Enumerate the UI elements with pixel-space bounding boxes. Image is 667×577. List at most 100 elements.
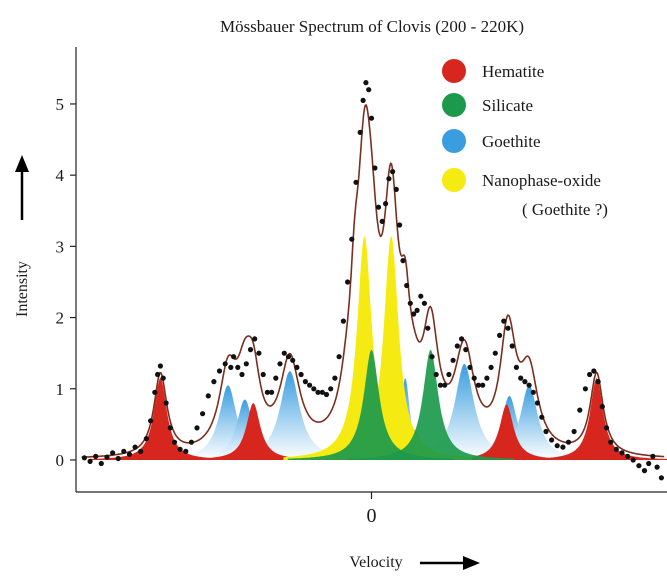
data-point bbox=[269, 389, 275, 395]
data-point bbox=[148, 418, 154, 424]
data-point bbox=[157, 363, 163, 369]
data-point bbox=[582, 386, 589, 392]
data-point bbox=[383, 201, 389, 207]
data-point bbox=[163, 400, 169, 406]
legend-swatch-nanophase-oxide bbox=[442, 168, 466, 192]
x-ticks: 0 bbox=[367, 492, 377, 527]
data-point bbox=[446, 371, 452, 378]
data-point bbox=[277, 361, 283, 367]
hematite-peak-1 bbox=[89, 378, 232, 460]
data-point bbox=[143, 436, 149, 442]
x-tick-label: 0 bbox=[367, 505, 377, 527]
data-point bbox=[368, 115, 375, 121]
legend-label: Nanophase-oxide bbox=[482, 171, 601, 190]
data-point bbox=[421, 300, 427, 306]
data-point bbox=[311, 386, 317, 392]
data-point bbox=[492, 350, 498, 356]
legend: Hematite Silicate Goethite Nanophase-oxide (… bbox=[442, 59, 608, 219]
data-point bbox=[152, 389, 158, 395]
data-point bbox=[307, 382, 313, 388]
data-point bbox=[200, 411, 206, 417]
data-point bbox=[418, 293, 424, 299]
data-points bbox=[81, 80, 665, 481]
legend-swatch-silicate bbox=[442, 93, 466, 117]
data-point bbox=[132, 444, 138, 450]
legend-swatch-goethite bbox=[442, 129, 466, 153]
data-point bbox=[534, 400, 541, 406]
data-point bbox=[654, 464, 660, 470]
data-point bbox=[565, 439, 572, 445]
data-point bbox=[591, 368, 597, 374]
data-point bbox=[630, 457, 636, 463]
data-point bbox=[404, 282, 410, 289]
data-point bbox=[247, 347, 254, 353]
data-point bbox=[475, 382, 481, 388]
data-point bbox=[429, 354, 435, 360]
data-point bbox=[577, 407, 583, 413]
nanophase-oxide-peak-1 bbox=[283, 235, 446, 460]
data-point bbox=[256, 350, 262, 356]
data-point bbox=[554, 443, 560, 449]
data-point bbox=[294, 364, 300, 370]
data-point bbox=[613, 446, 619, 452]
data-point bbox=[393, 186, 399, 192]
data-point bbox=[110, 450, 116, 456]
data-point bbox=[353, 179, 359, 185]
data-point bbox=[252, 336, 258, 342]
y-tick-label: 2 bbox=[56, 309, 65, 328]
data-point bbox=[375, 204, 382, 210]
legend-label: Hematite bbox=[482, 62, 544, 81]
y-tick-label: 4 bbox=[56, 166, 65, 185]
data-point bbox=[194, 425, 200, 431]
data-point bbox=[463, 347, 469, 353]
hematite-peak-5 bbox=[430, 404, 583, 460]
data-point bbox=[93, 453, 99, 459]
nanophase-oxide-peak-2 bbox=[310, 235, 473, 460]
data-point bbox=[222, 361, 228, 367]
data-point bbox=[171, 439, 178, 445]
data-point bbox=[526, 382, 532, 388]
data-point bbox=[228, 364, 234, 370]
data-point bbox=[87, 458, 93, 464]
component-areas bbox=[89, 235, 667, 460]
data-point bbox=[539, 414, 545, 420]
data-point bbox=[414, 307, 420, 313]
data-point bbox=[323, 391, 330, 398]
data-point bbox=[571, 428, 577, 435]
data-point bbox=[407, 300, 413, 306]
data-point bbox=[290, 357, 296, 363]
data-point bbox=[658, 475, 665, 481]
data-point bbox=[641, 468, 648, 474]
data-point bbox=[608, 439, 614, 445]
data-point bbox=[543, 428, 549, 435]
data-point bbox=[454, 343, 460, 349]
hematite-peak-6 bbox=[525, 378, 667, 460]
silicate-peak-1 bbox=[287, 349, 456, 460]
legend-label: Silicate bbox=[482, 96, 533, 115]
data-point bbox=[349, 236, 355, 242]
data-point bbox=[315, 389, 321, 395]
data-point bbox=[298, 371, 304, 378]
data-point bbox=[235, 364, 241, 370]
hematite-peak-2 bbox=[177, 403, 330, 460]
data-point bbox=[121, 448, 127, 454]
data-point bbox=[260, 371, 266, 378]
data-point bbox=[281, 350, 287, 356]
x-axis-label: Velocity bbox=[349, 554, 402, 571]
data-point bbox=[619, 450, 625, 456]
data-point bbox=[442, 382, 448, 388]
data-point bbox=[360, 97, 366, 103]
data-point bbox=[177, 446, 183, 452]
data-point bbox=[560, 444, 566, 450]
goethite-peak-6 bbox=[358, 363, 571, 460]
data-point bbox=[211, 379, 217, 385]
data-point bbox=[397, 222, 403, 228]
data-point bbox=[302, 379, 308, 385]
data-point bbox=[646, 460, 652, 467]
data-point bbox=[345, 279, 351, 285]
data-point bbox=[484, 375, 490, 381]
data-point bbox=[518, 375, 524, 381]
data-point bbox=[155, 371, 161, 378]
data-point bbox=[603, 425, 610, 431]
